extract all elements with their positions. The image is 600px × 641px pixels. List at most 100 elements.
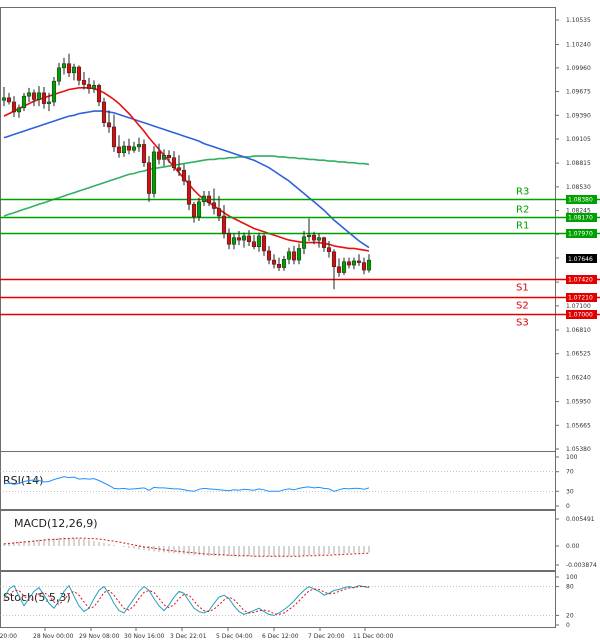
candle-bull xyxy=(151,151,157,194)
candle-bear xyxy=(356,260,362,263)
rsi-tick-label: 30 xyxy=(566,488,574,495)
candle-bull xyxy=(136,144,142,148)
level-price-box xyxy=(566,310,597,319)
macd-tick-label: 0.00 xyxy=(566,543,580,550)
stoch-lines: 100 80 20 0 xyxy=(0,574,578,629)
candle-bull xyxy=(286,251,292,260)
candle-bull xyxy=(46,101,52,104)
support-resistance-levels: R3 1.08380 R2 1.08170 R1 1.07970 S1 1.07420 S2 1.… xyxy=(0,187,600,329)
candle-bull xyxy=(296,248,302,261)
level-name-r2: R2 xyxy=(516,205,529,216)
candle-bull xyxy=(1,97,7,101)
stoch-pane-frame xyxy=(0,571,556,628)
macd-lines: 0.005491 0.00 -0.003874 xyxy=(3,516,597,569)
level-name-r1: R1 xyxy=(516,221,529,232)
time-tick-label: 11 Dec 00:00 xyxy=(353,633,394,640)
candle-bear xyxy=(111,126,117,148)
rsi-tick-label: 0 xyxy=(566,503,570,510)
candle-bear xyxy=(326,247,332,253)
candle-bear xyxy=(236,237,242,241)
moving-averages xyxy=(3,87,370,252)
macd-pane-frame xyxy=(0,510,556,571)
candle-bear xyxy=(216,208,222,217)
time-tick-label: 6 Dec 12:00 xyxy=(262,633,299,640)
candle-bull xyxy=(71,66,77,74)
candle-bear xyxy=(106,122,112,128)
candle-bull xyxy=(56,67,62,82)
time-tick-label: 7 Dec 20:00 xyxy=(308,633,345,640)
price-tick-label: 1.09960 xyxy=(566,65,591,72)
ma-blue-line xyxy=(3,110,370,249)
candle-bear xyxy=(276,264,282,268)
candle-bear xyxy=(336,266,342,273)
current-price-box xyxy=(566,254,597,263)
candle-bull xyxy=(231,237,237,245)
candle-bear xyxy=(31,92,37,100)
candle-bear xyxy=(96,85,102,103)
candle-bear xyxy=(166,154,172,158)
candle-bear xyxy=(246,235,252,243)
level-price-box xyxy=(566,195,597,204)
candle-bull xyxy=(196,201,202,218)
rsi-tick-label: 70 xyxy=(566,469,574,476)
price-tick-label: 1.08530 xyxy=(566,184,591,191)
candle-bull xyxy=(131,146,137,151)
candle-bear xyxy=(191,204,197,218)
candle-bear xyxy=(41,92,47,104)
level-name-r3: R3 xyxy=(516,187,529,198)
level-price-label: 1.08380 xyxy=(568,197,593,204)
candle-bear xyxy=(66,63,72,74)
candle-bear xyxy=(251,241,257,248)
time-tick-label: 28 Nov 00:00 xyxy=(33,633,74,640)
candle-bull xyxy=(306,234,312,238)
level-price-label: 1.07420 xyxy=(568,277,593,284)
macd-tick-label: 0.005491 xyxy=(566,516,595,523)
time-tick-label: 30 Nov 16:00 xyxy=(124,633,165,640)
rsi-pane-frame xyxy=(0,451,556,510)
candle-bear xyxy=(11,101,17,113)
candle-bear xyxy=(76,66,82,81)
level-price-box xyxy=(566,229,597,238)
candle-bear xyxy=(126,145,132,151)
stoch-tick-label: 100 xyxy=(566,574,578,581)
level-price-box xyxy=(566,213,597,222)
price-pane: 1.10535 1.10240 1.09960 1.09675 1.09390 1.091… xyxy=(0,7,600,453)
candle-bull xyxy=(61,63,67,69)
candle-bear xyxy=(206,195,212,203)
stoch-tick-label: 80 xyxy=(566,584,574,591)
level-price-label: 1.07970 xyxy=(568,231,593,238)
ma-green-line xyxy=(3,155,370,217)
current-price-marker: 1.07646 xyxy=(566,254,597,263)
candle-bear xyxy=(186,180,192,205)
ma-red-line xyxy=(3,87,370,252)
price-tick-label: 1.07100 xyxy=(566,303,591,310)
price-tick-label: 1.06810 xyxy=(566,327,591,334)
price-tick-label: 1.10535 xyxy=(566,17,591,24)
candle-bull xyxy=(21,95,27,109)
price-tick-label: 1.08245 xyxy=(566,208,591,215)
candle-bull xyxy=(16,107,22,113)
rsi-lines: 100 70 30 0 xyxy=(0,454,578,510)
time-axis: Nov 20:00 28 Nov 00:00 29 Nov 08:00 30 Nov … xyxy=(0,628,394,640)
price-tick-label: 1.08815 xyxy=(566,160,591,167)
candle-bear xyxy=(101,101,107,124)
macd-pane: MACD(12,26,9) 0.005491 0.00 -0.003874 xyxy=(0,510,597,571)
time-tick-label: 5 Dec 04:00 xyxy=(216,633,253,640)
level-name-s2: S2 xyxy=(516,301,529,312)
candle-bear xyxy=(226,233,232,245)
candle-bear xyxy=(171,157,177,168)
candle-bull xyxy=(366,259,372,271)
candle-bear xyxy=(291,251,297,261)
candlesticks xyxy=(1,53,372,290)
candle-bull xyxy=(36,92,42,100)
candle-bear xyxy=(141,144,147,163)
level-price-label: 1.07210 xyxy=(568,295,593,302)
candle-bear xyxy=(86,84,92,89)
level-price-label: 1.07000 xyxy=(568,312,593,319)
candle-bull xyxy=(201,195,207,203)
level-price-box xyxy=(566,275,597,284)
price-tick-label: 1.05950 xyxy=(566,399,591,406)
level-price-label: 1.08170 xyxy=(568,215,593,222)
price-tick-label: 1.10240 xyxy=(566,42,591,49)
